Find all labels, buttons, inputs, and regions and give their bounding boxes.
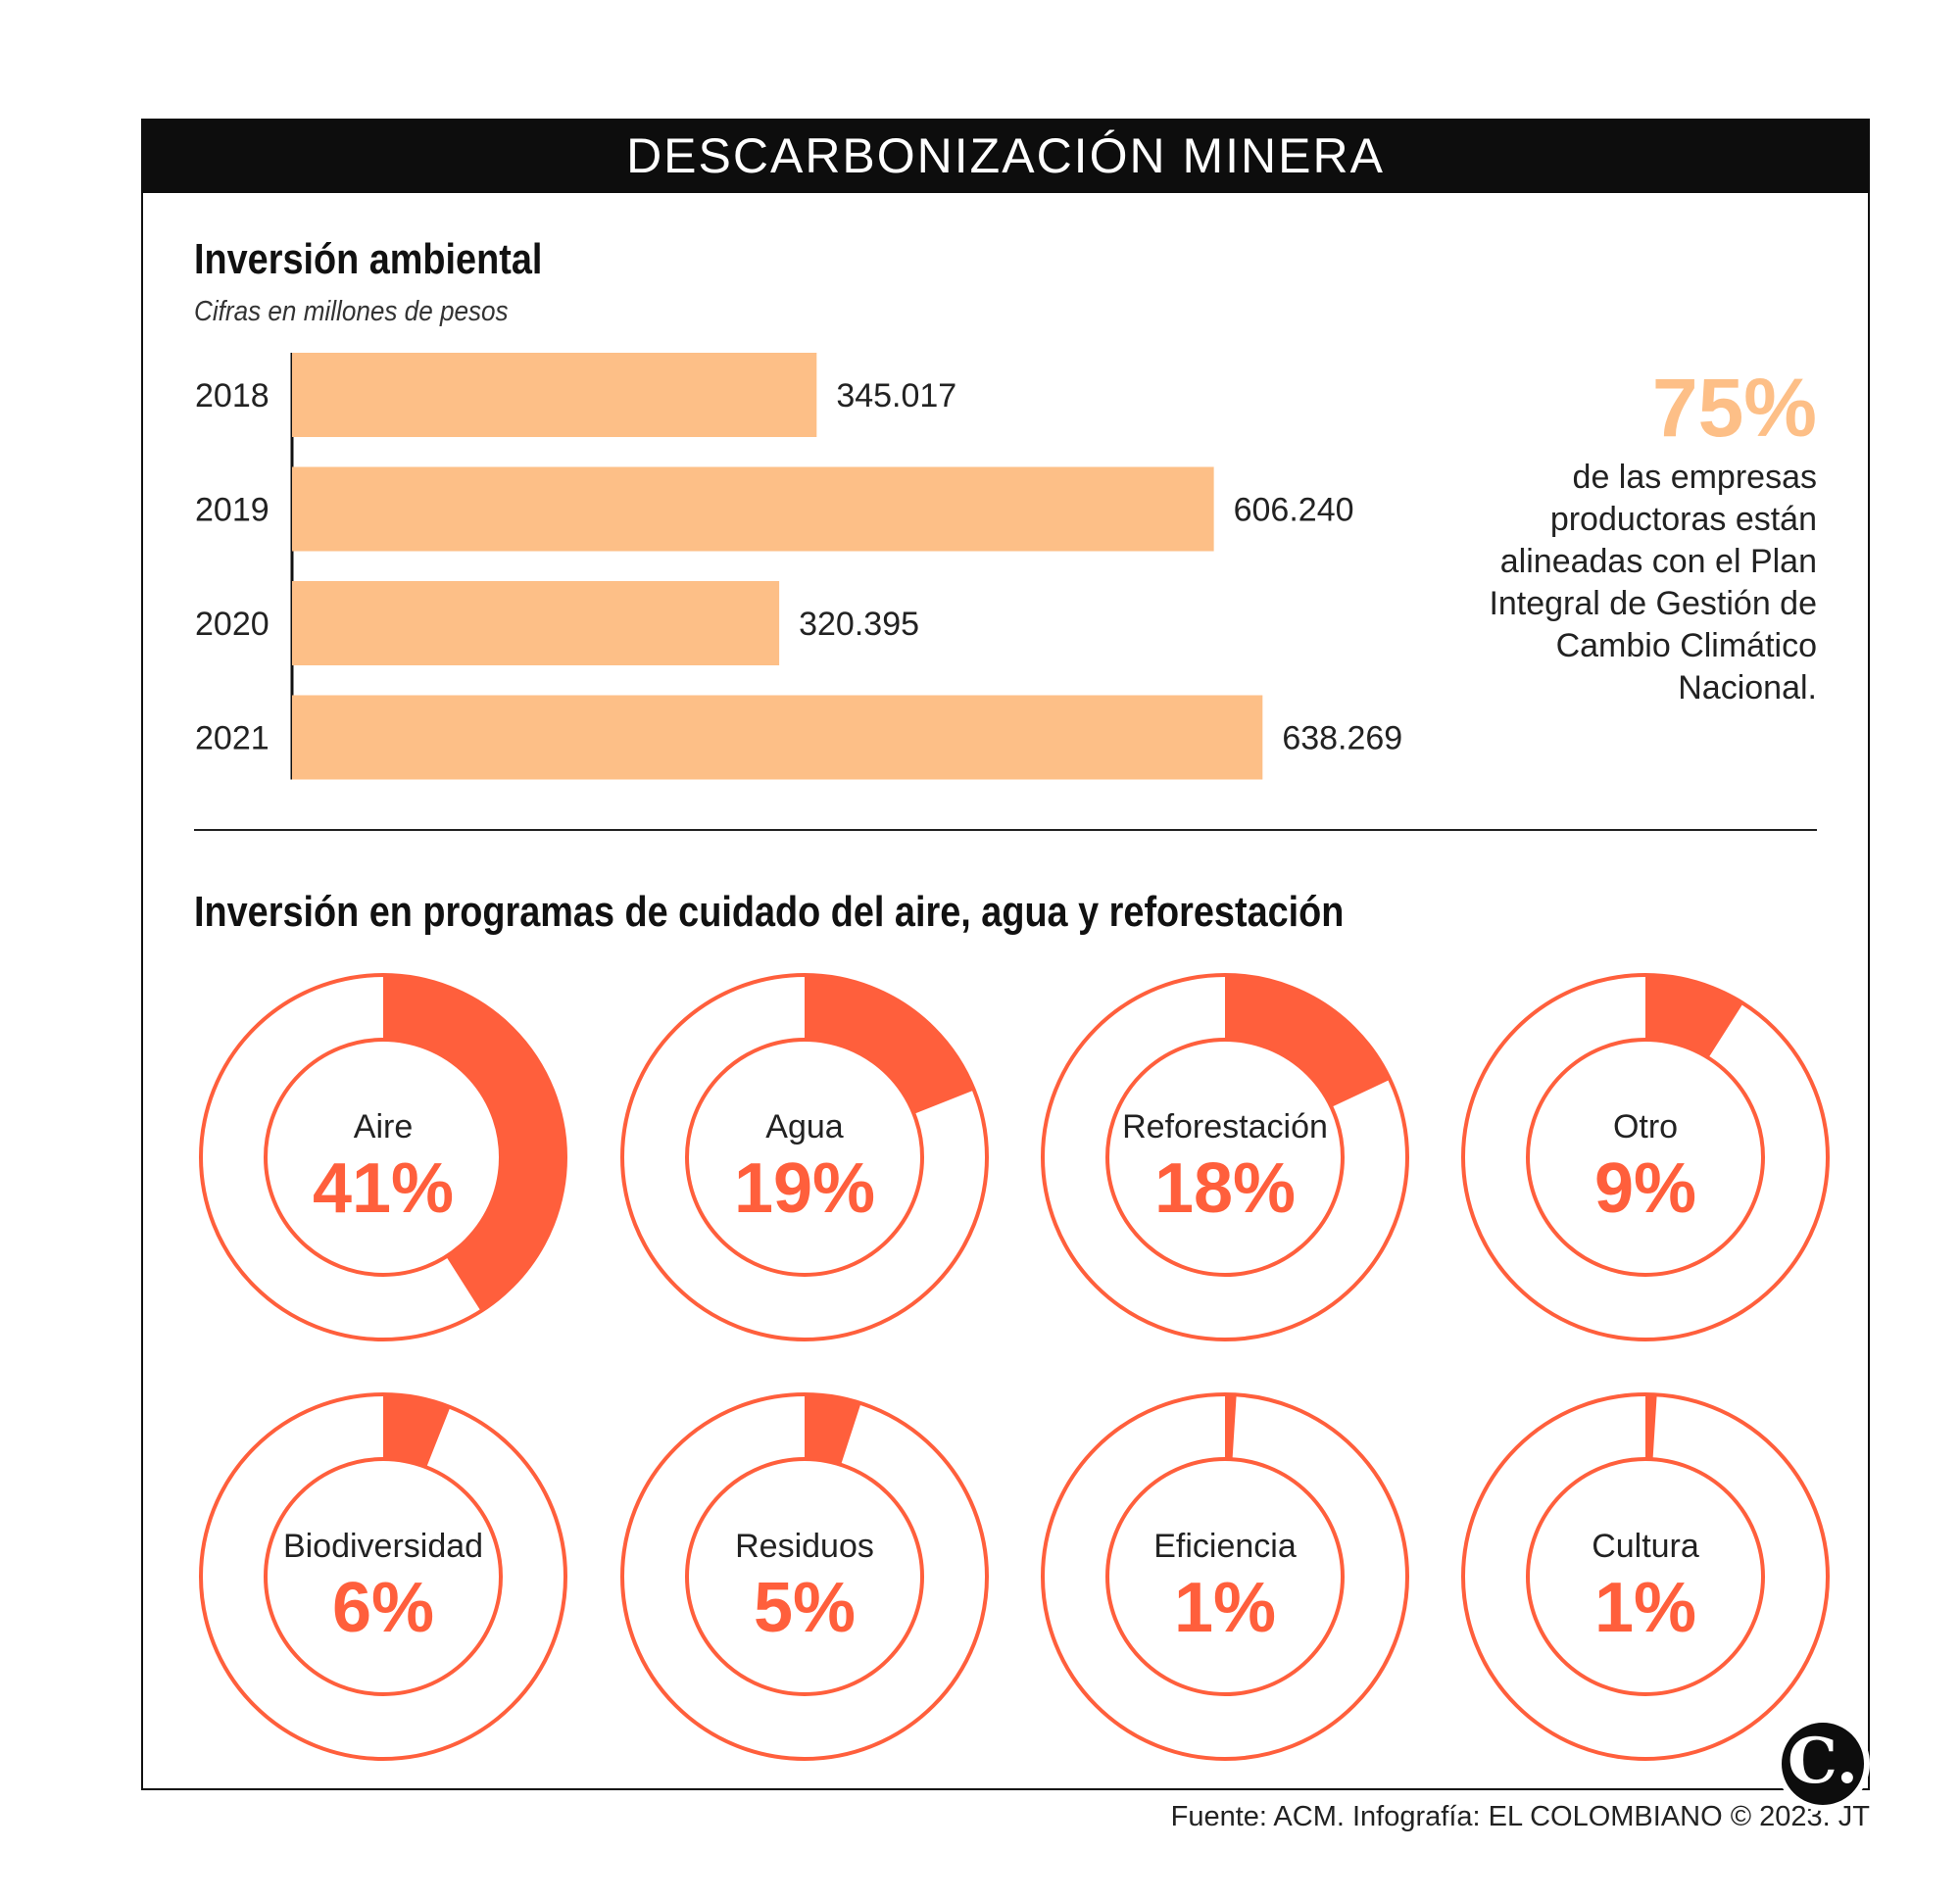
- bar-chart-title: Inversión ambiental: [194, 235, 543, 283]
- donut-outer-ring: [620, 1392, 989, 1761]
- donut-percent-label: 5%: [754, 1569, 856, 1647]
- donut-category-label: Agua: [765, 1108, 843, 1145]
- donut-percent-label: 1%: [1174, 1569, 1276, 1647]
- bar-value-label: 345.017: [836, 377, 956, 414]
- donut-chart-item: Reforestación 18%: [1041, 973, 1409, 1341]
- donut-category-label: Residuos: [735, 1528, 874, 1565]
- donut-chart-item: Agua 19%: [620, 973, 989, 1341]
- bar-value-label: 638.269: [1282, 720, 1402, 757]
- donut-chart-item: Biodiversidad 6%: [199, 1392, 567, 1761]
- donut-outer-ring: [1461, 973, 1830, 1341]
- donut-inner-ring: [685, 1038, 924, 1277]
- donut-percent-label: 41%: [313, 1149, 454, 1228]
- el-colombiano-logo: C.: [1776, 1717, 1870, 1811]
- bar-year-label: 2019: [195, 492, 270, 529]
- donut-category-label: Reforestación: [1122, 1108, 1328, 1145]
- bar-value-label: 606.240: [1234, 492, 1354, 529]
- donut-percent-label: 1%: [1594, 1569, 1696, 1647]
- source-credit: Fuente: ACM. Infografía: EL COLOMBIANO ©…: [1170, 1801, 1870, 1832]
- donut-percent-label: 6%: [332, 1569, 434, 1647]
- donut-segment: [804, 1394, 861, 1466]
- bar-year-label: 2021: [195, 720, 270, 757]
- stat-percentage: 75%: [1651, 362, 1817, 454]
- donut-category-label: Eficiencia: [1153, 1528, 1297, 1565]
- donut-category-label: Biodiversidad: [283, 1528, 483, 1565]
- donut-category-label: Cultura: [1592, 1528, 1699, 1565]
- donut-category-label: Otro: [1613, 1108, 1678, 1145]
- bar: [292, 695, 1263, 780]
- bar-value-label: 320.395: [799, 606, 919, 643]
- donut-chart-item: Residuos 5%: [620, 1392, 989, 1761]
- bar: [292, 353, 817, 437]
- donut-chart-item: Cultura 1%: [1461, 1392, 1830, 1761]
- donut-section-title: Inversión en programas de cuidado del ai…: [194, 888, 1345, 936]
- donut-inner-ring: [1105, 1457, 1345, 1696]
- donut-segment: [382, 1394, 451, 1468]
- bar-year-label: 2018: [195, 377, 270, 414]
- donut-outer-ring: [199, 973, 567, 1341]
- section-divider: [194, 829, 1817, 831]
- donut-percent-label: 9%: [1594, 1149, 1696, 1228]
- donut-chart-item: Eficiencia 1%: [1041, 1392, 1409, 1761]
- donut-segment: [804, 975, 974, 1115]
- donut-inner-ring: [264, 1457, 503, 1696]
- bar-year-label: 2020: [195, 606, 270, 643]
- donut-chart-item: Otro 9%: [1461, 973, 1830, 1341]
- donut-segment: [1644, 975, 1743, 1059]
- bar: [292, 466, 1214, 552]
- donut-segment: [1224, 975, 1391, 1108]
- infographic-title: DESCARBONIZACIÓN MINERA: [141, 119, 1870, 193]
- donut-category-label: Aire: [354, 1108, 413, 1145]
- bar: [292, 581, 780, 665]
- stat-description: de las empresas productoras están alinea…: [1489, 459, 1817, 706]
- donut-segment: [382, 975, 565, 1312]
- donut-inner-ring: [1526, 1457, 1765, 1696]
- donut-chart-item: Aire 41%: [199, 973, 567, 1341]
- donut-percent-label: 19%: [734, 1149, 875, 1228]
- donut-percent-label: 18%: [1154, 1149, 1296, 1228]
- bar-chart-subtitle: Cifras en millones de pesos: [194, 296, 509, 327]
